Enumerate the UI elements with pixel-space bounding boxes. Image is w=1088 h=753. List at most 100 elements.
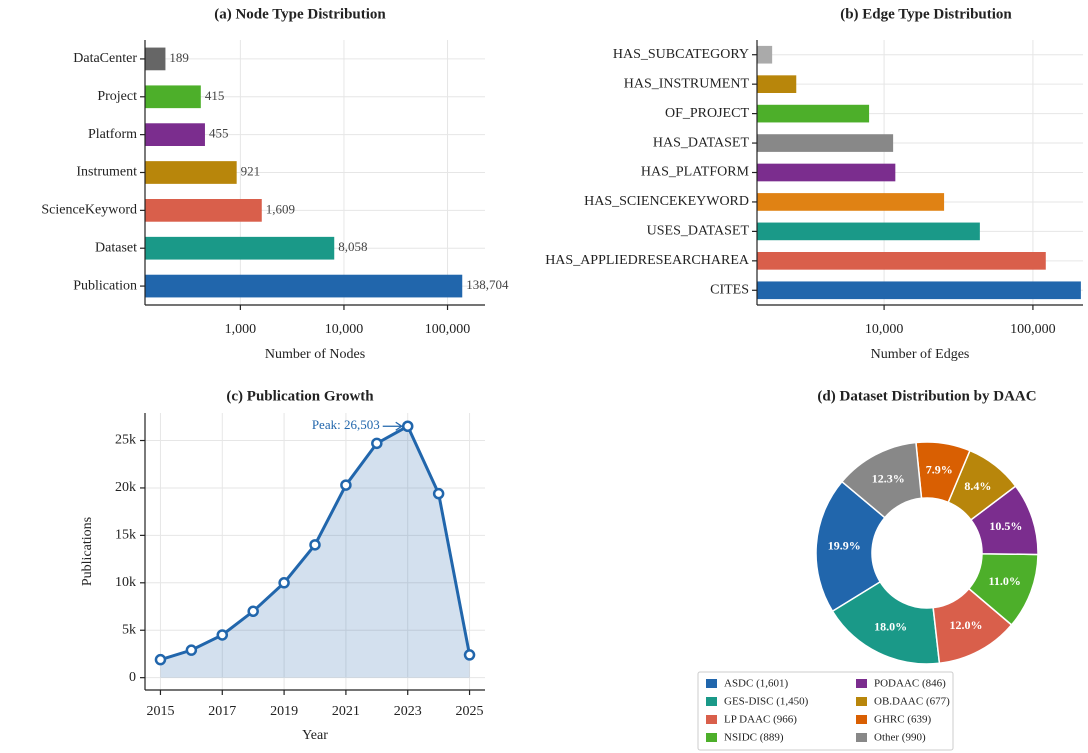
bar — [145, 161, 237, 184]
legend-box — [697, 671, 954, 751]
x-tick-label: 2019 — [270, 704, 298, 719]
marker — [247, 605, 259, 618]
bar — [757, 193, 945, 211]
legend-label: LP DAAC (966) — [724, 714, 797, 726]
area — [160, 426, 470, 678]
y-tick-label: HAS_DATASET — [653, 135, 750, 150]
y-tick-label: 20k — [115, 480, 136, 495]
x-tick-label: 2021 — [332, 704, 360, 719]
y-tick-label: 10k — [115, 575, 136, 590]
value-label: 8.4% — [964, 479, 991, 493]
x-tick-label: 2023 — [394, 704, 422, 719]
y-tick-label: Dataset — [95, 240, 137, 255]
x-tick-label: 1,000 — [225, 322, 257, 337]
y-tick-label: Project — [97, 89, 137, 104]
value-label: 11.0% — [989, 574, 1021, 588]
y-tick-label: DataCenter — [73, 51, 137, 66]
marker — [278, 577, 290, 589]
legend-swatch — [856, 733, 867, 742]
bar — [145, 123, 205, 146]
y-tick-label: HAS_SUBCATEGORY — [613, 47, 749, 62]
x-tick-label: 2017 — [208, 704, 236, 719]
y-tick-label: 25k — [115, 433, 136, 448]
legend-label: GHRC (639) — [874, 714, 931, 726]
marker — [154, 653, 167, 666]
legend-label: ASDC (1,601) — [724, 678, 789, 690]
legend-swatch — [706, 715, 717, 724]
value-label: 12.3% — [872, 471, 905, 485]
marker — [185, 644, 198, 656]
x-tick-label: 10,000 — [865, 322, 904, 337]
value-label: 138,704 — [466, 277, 509, 292]
legend-swatch — [706, 679, 717, 688]
y-tick-label: Publication — [73, 278, 137, 293]
bar — [145, 85, 201, 109]
value-label: 7.9% — [926, 463, 953, 477]
y-tick-label: 15k — [115, 528, 136, 543]
legend-label: OB.DAAC (677) — [874, 696, 950, 708]
chart-title: (c) Publication Growth — [226, 388, 374, 404]
chart-title: (b) Edge Type Distribution — [840, 6, 1012, 22]
marker — [340, 479, 352, 491]
x-tick-label: 2015 — [146, 704, 174, 719]
bar — [757, 281, 1081, 300]
value-label: 10.5% — [989, 519, 1022, 533]
marker — [432, 487, 445, 500]
marker — [401, 420, 414, 433]
y-tick-label: HAS_PLATFORM — [641, 165, 750, 180]
bar — [757, 163, 896, 182]
legend-swatch — [856, 697, 867, 706]
bar — [757, 75, 797, 93]
y-tick-label: HAS_SCIENCEKEYWORD — [584, 194, 749, 209]
y-tick-label: Instrument — [76, 165, 137, 180]
y-axis-label: Publications — [80, 517, 95, 586]
bar — [757, 222, 980, 241]
chart-title: (d) Dataset Distribution by DAAC — [817, 388, 1036, 404]
x-axis-label: Number of Nodes — [265, 347, 365, 362]
value-label: 189 — [169, 50, 189, 65]
value-label: 921 — [241, 163, 260, 178]
x-axis-label: Year — [302, 728, 328, 743]
bar — [757, 104, 870, 123]
x-tick-label: 2025 — [456, 704, 484, 719]
y-tick-label: OF_PROJECT — [665, 106, 749, 121]
legend-label: Other (990) — [874, 732, 926, 744]
value-label: 415 — [205, 88, 225, 103]
y-tick-label: ScienceKeyword — [41, 203, 137, 218]
x-tick-label: 100,000 — [1010, 322, 1056, 337]
value-label: 1,609 — [266, 201, 295, 216]
value-label: 12.0% — [950, 618, 983, 632]
bar — [145, 47, 166, 71]
legend-swatch — [706, 697, 717, 706]
wedge — [840, 441, 923, 519]
value-label: 19.9% — [828, 539, 861, 553]
legend-label: PODAAC (846) — [874, 678, 946, 690]
y-tick-label: CITES — [710, 282, 749, 297]
y-tick-label: 0 — [129, 670, 136, 685]
value-label: 18.0% — [874, 619, 907, 633]
bar — [145, 274, 463, 298]
annotation-arrowhead — [395, 421, 403, 431]
bar — [757, 252, 1046, 270]
bar — [757, 45, 773, 64]
legend-swatch — [856, 679, 867, 688]
legend-swatch — [856, 715, 867, 724]
x-tick-label: 100,000 — [425, 322, 471, 337]
legend-label: GES-DISC (1,450) — [724, 696, 809, 708]
marker — [371, 437, 383, 450]
bar — [145, 199, 262, 222]
y-tick-label: 5k — [122, 622, 136, 637]
bar — [145, 236, 335, 260]
y-tick-label: HAS_INSTRUMENT — [624, 76, 750, 91]
value-label: 8,058 — [338, 239, 367, 254]
legend-swatch — [706, 733, 717, 742]
marker — [216, 629, 229, 641]
x-tick-label: 10,000 — [325, 322, 364, 337]
annotation: Peak: 26,503 — [312, 417, 380, 432]
marker — [309, 539, 321, 551]
x-axis-label: Number of Edges — [871, 347, 970, 362]
y-tick-label: HAS_APPLIEDRESEARCHAREA — [545, 253, 750, 268]
legend-label: NSIDC (889) — [724, 732, 784, 744]
y-tick-label: Platform — [88, 127, 137, 142]
